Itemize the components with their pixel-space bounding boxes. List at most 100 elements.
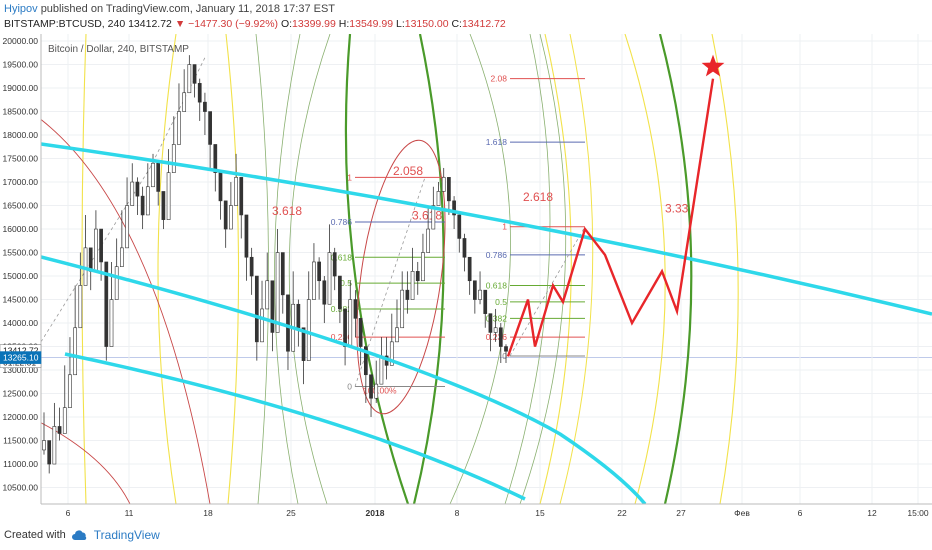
fib2-level-label: 0 (502, 351, 507, 361)
candle-body (363, 346, 368, 376)
y-tick-label: 13000.00 (3, 365, 39, 375)
y-tick-label: 19000.00 (3, 83, 39, 93)
x-axis: 6 11 18 25 2018 8 15 22 27 Фев 6 12 15:00 (41, 503, 932, 518)
y-axis: 20000.00 19500.00 19000.00 18500.00 18000.00… (0, 34, 42, 504)
fib1-level-label: 0.5 (340, 278, 352, 288)
author-link[interactable]: Hyipov (4, 3, 38, 15)
fib-ellipse (356, 139, 446, 415)
candle-body (327, 252, 332, 305)
channel-middle (41, 255, 647, 504)
candle-body (42, 440, 46, 451)
ohlc-low-label: L: (395, 18, 405, 30)
candle-body (415, 271, 420, 282)
candle-body (358, 318, 363, 347)
candle-body (229, 205, 233, 230)
candle-body (441, 177, 446, 192)
candle-body (493, 327, 498, 333)
price-chart[interactable]: 1 0.786 0.618 0.5 0.382 0.236 0 100.00% 2.058 3.6… (0, 34, 932, 524)
candle-body (265, 280, 270, 310)
fib2-level-label: 0.5 (495, 297, 507, 307)
y-tick-label: 14000.00 (3, 318, 39, 328)
time-arc (559, 34, 594, 504)
candle-body (270, 280, 275, 333)
candle-body (120, 247, 124, 267)
fib1-level-label: 0.236 (331, 332, 353, 342)
candle-body (156, 162, 161, 192)
candle-body (421, 252, 425, 282)
y-tick-label: 16500.00 (3, 201, 39, 211)
candle-body (379, 355, 384, 385)
candle-body (249, 256, 254, 277)
ohlc-low: 13150.00 (404, 18, 449, 30)
candle-body (338, 275, 342, 310)
candle-body (73, 327, 78, 376)
candle-body (296, 303, 301, 329)
time-arc (41, 422, 131, 504)
candle-body (395, 327, 399, 343)
price-badge-label: 13265.10 (3, 353, 39, 363)
x-tick-label: 18 (203, 508, 213, 518)
candle-body (405, 289, 410, 300)
fib1-level-label: 0.618 (331, 252, 353, 262)
candle-body (78, 285, 83, 329)
y-tick-label: 11000.00 (3, 459, 38, 469)
candle-body (104, 261, 109, 347)
tradingview-brand[interactable]: TradingView (93, 528, 160, 542)
x-tick-label: 15:00 (907, 508, 929, 518)
y-tick-label: 18500.00 (3, 107, 39, 117)
candle-body (389, 341, 394, 366)
candle-body (306, 299, 311, 361)
y-tick-label: 16000.00 (3, 224, 39, 234)
x-tick-label: 6 (798, 508, 803, 518)
target-star-icon (701, 54, 725, 77)
candle-body (203, 101, 207, 112)
fib2-level-label: 0.382 (486, 313, 508, 323)
x-tick-label: 15 (535, 508, 545, 518)
candle-body (457, 214, 462, 239)
symbol-label: BITSTAMP:BTCUSD, 240 (4, 18, 126, 30)
candle-body (488, 313, 493, 333)
last-price: 13412.72 (128, 18, 172, 30)
trend-channels (41, 142, 932, 504)
x-tick-label: 27 (676, 508, 686, 518)
tradingview-cloud-icon (71, 529, 86, 540)
candle-body (187, 64, 192, 94)
candle-body (301, 327, 306, 361)
candle-body (353, 299, 358, 319)
fib1-level-label: 0 (347, 382, 352, 392)
candle-body (410, 271, 415, 300)
y-tick-label: 10500.00 (3, 483, 39, 493)
fib1-extra-label: 100.00% (363, 386, 397, 396)
price-change: ▼ −1477.30 (−9.92%) (174, 18, 279, 30)
x-tick-label: 25 (286, 508, 296, 518)
fib-arcs (41, 34, 739, 504)
ohlc-open: 13399.99 (292, 18, 336, 30)
candle-body (472, 280, 477, 300)
y-tick-label: 15000.00 (3, 271, 39, 281)
candle-body (322, 280, 327, 305)
candle-body (182, 92, 187, 112)
price-badge-label: 13412.72 (3, 346, 39, 356)
candle-body (234, 177, 238, 206)
candle-body (374, 383, 379, 399)
fib2-level-label: 1 (502, 222, 507, 232)
y-tick-label: 11500.00 (3, 436, 38, 446)
candle-body (239, 177, 244, 216)
fib-ratio-label: 3.618 (272, 204, 302, 218)
time-arc (255, 34, 269, 504)
candle-body (504, 346, 508, 352)
candle-body (400, 289, 405, 329)
candle-body (223, 200, 228, 230)
candle-body (99, 228, 103, 263)
time-arc (225, 34, 240, 504)
candle-body (280, 252, 285, 296)
grid (41, 34, 932, 504)
candle-body (94, 228, 98, 272)
candle-body (213, 144, 218, 173)
fib2-trend-line (509, 226, 586, 357)
y-tick-label: 19500.00 (3, 60, 39, 70)
candle-body (145, 186, 150, 216)
x-tick-label: 8 (455, 508, 460, 518)
footer: Created with TradingView (4, 528, 160, 542)
forecast-path (506, 54, 725, 357)
